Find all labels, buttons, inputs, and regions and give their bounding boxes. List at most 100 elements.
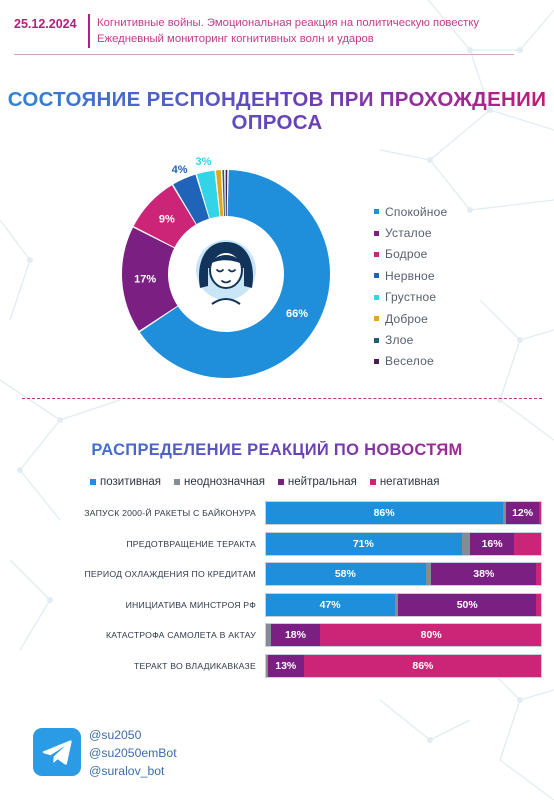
donut-legend-item: Бодрое: [374, 244, 447, 265]
donut-slice-label: 9%: [159, 214, 175, 226]
bar-category-label: ТЕРАКТ ВО ВЛАДИКАВКАЗЕ: [133, 661, 256, 671]
calm-face-icon: [196, 240, 256, 305]
bar-segment-позитивная: 58%: [265, 562, 426, 587]
legend-swatch: [173, 479, 180, 485]
bar-segment-нейтральная: 50%: [397, 592, 537, 617]
bar-segment-нейтральная: 13%: [267, 654, 304, 678]
legend-swatch: [369, 479, 376, 485]
legend-label: Злое: [385, 333, 414, 348]
legend-label: Бодрое: [385, 247, 428, 262]
donut-slice-label: 4%: [172, 164, 188, 176]
bar-segment-позитивная: 71%: [265, 531, 462, 556]
legend-label: Грустное: [385, 290, 437, 305]
donut-slice-8: [225, 170, 228, 217]
bar-segment-позитивная: 47%: [265, 592, 396, 617]
header-rule: [14, 54, 514, 55]
bar-segment-неоднозначная: [425, 562, 432, 587]
bar-segment-позитивная: 86%: [265, 501, 504, 525]
donut-slice-3: [133, 185, 196, 248]
bar-segment-негативная: [539, 501, 542, 525]
bar-segment-неоднозначная: [265, 623, 271, 648]
legend-label: Усталое: [385, 226, 432, 241]
legend-label: Спокойное: [385, 204, 448, 219]
bar-category-label: ИНИЦИАТИВА МИНСТРОЯ РФ: [125, 599, 256, 610]
bar-legend-item: неоднозначная: [173, 476, 265, 488]
header-divider: [88, 14, 90, 48]
telegram-icon[interactable]: [33, 728, 81, 776]
legend-swatch: [374, 337, 379, 343]
bar-category-label: КАТАСТРОФА САМОЛЕТА В АКТАУ: [106, 630, 256, 641]
contact-handle-embot[interactable]: @su2050emBot: [89, 746, 177, 760]
donut-legend-item: Грустное: [374, 287, 447, 308]
bar-row: 86% 12%: [265, 501, 542, 525]
legend-swatch: [277, 479, 284, 485]
legend-swatch: [374, 358, 379, 364]
legend-label: Доброе: [385, 311, 429, 326]
bar-row: 18% 80%: [265, 623, 542, 648]
legend-swatch: [374, 230, 379, 236]
bar-legend-item: негативная: [369, 476, 440, 488]
donut-slice-6: [215, 170, 224, 217]
legend-swatch: [374, 294, 379, 300]
bar-segment-негативная: 86%: [303, 654, 542, 678]
bar-legend-item: позитивная: [90, 476, 161, 488]
donut-legend-item: Злое: [374, 329, 447, 350]
donut-slice-label: 17%: [134, 274, 156, 286]
bar-row: 58% 38%: [265, 562, 542, 587]
legend-label: неоднозначная: [183, 476, 265, 488]
legend-swatch: [374, 251, 379, 257]
bar-category-label: ПРЕДОТВРАЩЕНИЕ ТЕРАКТА: [126, 538, 256, 549]
donut-slice-7: [222, 170, 225, 217]
header-subtitle-2: Ежедневный мониторинг когнитивных волн и…: [97, 33, 374, 45]
bar-segment-негативная: [536, 592, 542, 617]
contact-handle-channel[interactable]: @su2050: [89, 728, 142, 742]
bar-category-label: ПЕРИОД ОХЛАЖДЕНИЯ ПО КРЕДИТАМ: [84, 569, 256, 580]
bar-segment-нейтральная: 12%: [505, 501, 540, 525]
donut-legend: Спокойное Усталое Бодрое Нервное Грустное Доб…: [374, 201, 447, 372]
section-divider: [22, 398, 542, 399]
donut-slice-4: [173, 174, 209, 225]
donut-slice-5: [196, 170, 220, 219]
bar-category-label: ЗАПУСК 2000-Й РАКЕТЫ С БАЙКОНУРА: [84, 508, 256, 518]
donut-slice-2: [122, 227, 178, 331]
legend-swatch: [374, 316, 379, 322]
legend-label: нейтральная: [287, 476, 357, 488]
bar-segment-нейтральная: 16%: [469, 531, 515, 556]
donut-legend-item: Усталое: [374, 222, 447, 243]
donut-slice-1: [139, 170, 330, 378]
donut-legend-item: Нервное: [374, 265, 447, 286]
bar-row: 13% 86%: [265, 654, 542, 678]
donut-chart-title: СОСТОЯНИЕ РЕСПОНДЕНТОВ ПРИ ПРОХОЖДЕНИИ О…: [0, 88, 554, 134]
legend-label: негативная: [379, 476, 440, 488]
bar-legend: позитивная неоднозначная нейтральная негати…: [90, 476, 452, 488]
legend-swatch: [374, 209, 379, 215]
legend-swatch: [374, 273, 379, 279]
header-subtitle-1: Когнитивные войны. Эмоциональная реакция…: [97, 17, 480, 29]
legend-label: Веселое: [385, 354, 434, 369]
bar-segment-неоднозначная: [461, 531, 470, 556]
donut-legend-item: Доброе: [374, 308, 447, 329]
donut-slice-label: 66%: [286, 308, 308, 320]
legend-swatch: [90, 479, 96, 485]
donut-legend-item: Веселое: [374, 351, 447, 372]
bar-legend-item: нейтральная: [277, 476, 357, 488]
bar-row: 47% 50%: [265, 592, 542, 617]
donut-legend-item: Спокойное: [374, 201, 447, 222]
bar-segment-нейтральная: 38%: [431, 562, 537, 587]
bar-segment-нейтральная: 18%: [270, 623, 321, 648]
bar-segment-неоднозначная: [503, 501, 506, 525]
legend-label: позитивная: [100, 476, 161, 488]
legend-label: Нервное: [385, 268, 435, 283]
bar-segment-неоднозначная: [395, 592, 398, 617]
paper-plane-icon: [42, 740, 72, 765]
bar-segment-неоднозначная: [265, 654, 268, 678]
bar-segment-негативная: [536, 562, 542, 587]
report-date: 25.12.2024: [14, 17, 77, 31]
contact-handle-bot[interactable]: @suralov_bot: [89, 764, 165, 778]
bar-row: 71% 16%: [265, 531, 542, 556]
bar-segment-негативная: 80%: [320, 623, 542, 648]
bar-chart-title: РАСПРЕДЕЛЕНИЕ РЕАКЦИЙ ПО НОВОСТЯМ: [0, 441, 554, 460]
bar-segment-негативная: [514, 531, 542, 556]
donut-slice-label: 3%: [195, 156, 211, 168]
